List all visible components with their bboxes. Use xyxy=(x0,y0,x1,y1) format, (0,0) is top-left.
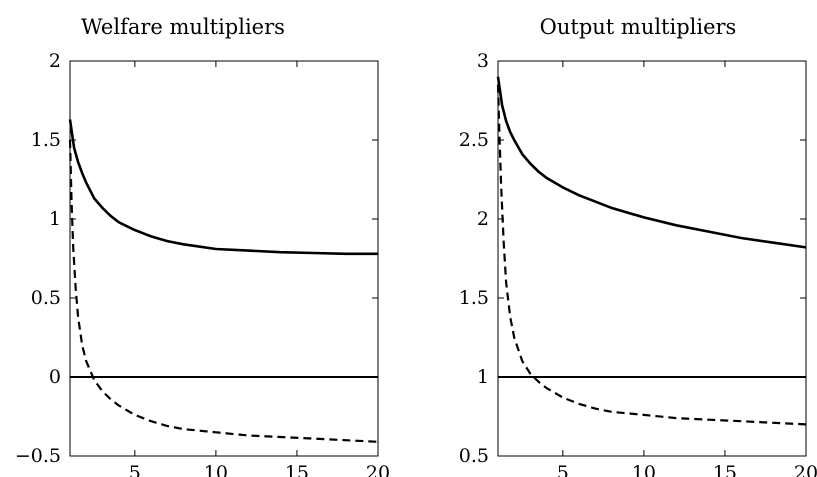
x-tick-label: 5 xyxy=(557,462,569,477)
x-tick-label: 5 xyxy=(129,462,141,477)
welfare-multipliers-panel: Welfare multipliers 5 10 15 20 −0.5 0 0.5 1 1.5 2 xyxy=(15,15,390,477)
x-tick-label: 15 xyxy=(713,462,737,477)
x-tick-label: 20 xyxy=(794,462,817,477)
x-tick-label: 15 xyxy=(285,462,309,477)
y-tick-label: 1 xyxy=(477,366,489,388)
y-tick-label: 1 xyxy=(49,208,61,230)
y-tick-label: 3 xyxy=(477,50,489,72)
output-multipliers-panel: Output multipliers 5 10 15 20 0.5 1 1.5 2 2.5 3 xyxy=(459,15,817,477)
y-tick-label: 1.5 xyxy=(459,287,489,309)
series-line-dashed xyxy=(68,139,379,443)
y-tick-label: 2 xyxy=(477,208,489,230)
y-tick-label: −0.5 xyxy=(15,445,61,467)
y-tick-label: 1.5 xyxy=(31,129,61,151)
chart-title: Welfare multipliers xyxy=(81,15,285,39)
plot-frame xyxy=(69,60,379,457)
y-tick-label: 0.5 xyxy=(459,445,489,467)
x-tick-label: 10 xyxy=(204,462,228,477)
y-tick-label: 0 xyxy=(49,366,61,388)
series-line-solid xyxy=(68,119,378,256)
y-tick-label: 2.5 xyxy=(459,129,489,151)
y-tick-label: 2 xyxy=(49,50,61,72)
series-line-solid xyxy=(496,76,807,249)
y-tick-label: 0.5 xyxy=(31,287,61,309)
plot-frame xyxy=(497,60,807,457)
chart-title: Output multipliers xyxy=(540,15,737,39)
x-tick-label: 10 xyxy=(632,462,656,477)
series-line-dashed xyxy=(496,84,807,426)
x-tick-label: 20 xyxy=(366,462,390,477)
